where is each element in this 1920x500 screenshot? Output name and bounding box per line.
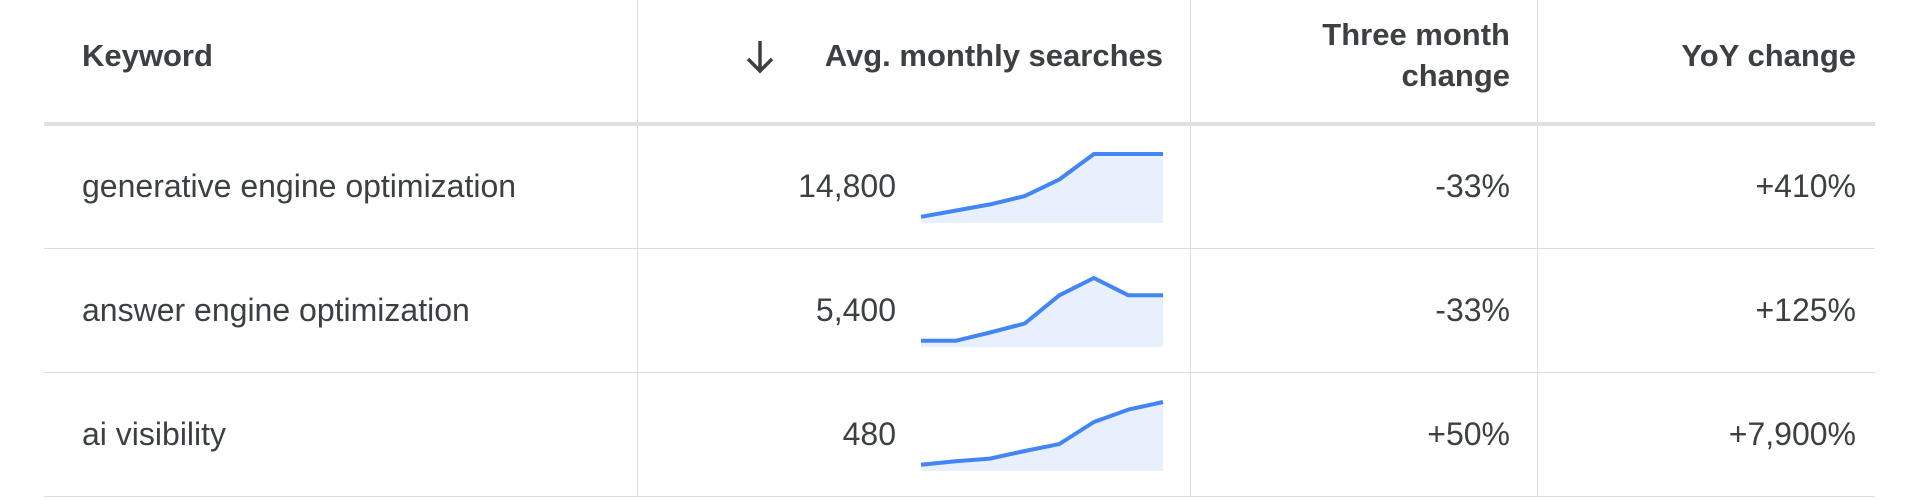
sparkline-line bbox=[920, 152, 1163, 219]
searches-cell: 480 bbox=[842, 416, 896, 452]
row-divider bbox=[44, 496, 1875, 497]
header-divider bbox=[44, 122, 1875, 126]
row-divider bbox=[44, 372, 1875, 373]
keyword-cell: answer engine optimization bbox=[82, 292, 470, 328]
sparkline-line bbox=[921, 276, 1163, 343]
three-month-cell: +50% bbox=[1427, 416, 1510, 452]
header-three-month[interactable]: Three month change bbox=[1322, 17, 1510, 93]
sort-arrow-icon[interactable] bbox=[740, 37, 780, 77]
header-yoy[interactable]: YoY change bbox=[1681, 38, 1856, 73]
searches-cell: 5,400 bbox=[815, 292, 896, 328]
keyword-cell: ai visibility bbox=[82, 416, 227, 452]
header-keyword[interactable]: Keyword bbox=[82, 38, 213, 73]
header-searches[interactable]: Avg. monthly searches bbox=[824, 38, 1163, 73]
sparkline-line bbox=[920, 400, 1164, 467]
three-month-cell: -33% bbox=[1435, 168, 1510, 204]
row-divider bbox=[44, 248, 1875, 249]
searches-cell: 14,800 bbox=[798, 168, 896, 204]
yoy-cell: +7,900% bbox=[1728, 416, 1856, 452]
sparkline-area bbox=[921, 278, 1163, 347]
yoy-cell: +125% bbox=[1755, 292, 1856, 328]
three-month-cell: -33% bbox=[1435, 292, 1510, 328]
yoy-cell: +410% bbox=[1755, 168, 1856, 204]
keyword-cell: generative engine optimization bbox=[82, 168, 517, 204]
